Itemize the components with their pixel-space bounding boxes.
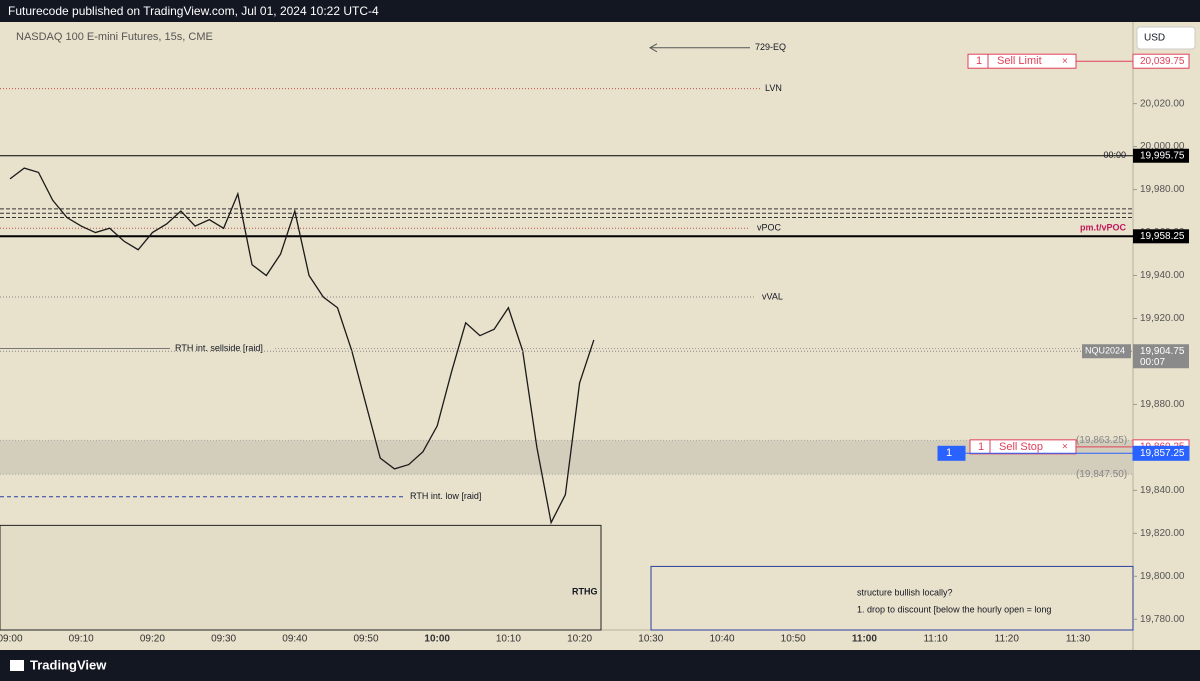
order-qty: 1 bbox=[978, 441, 984, 453]
x-tick-label: 09:40 bbox=[282, 634, 307, 645]
order-price-bg bbox=[1132, 53, 1190, 69]
zone-label: (19,847.50) bbox=[1076, 469, 1127, 480]
order-price-bg bbox=[1132, 445, 1190, 461]
y-tick-label: 19,780.00 bbox=[1140, 614, 1185, 625]
x-tick-label: 11:30 bbox=[1066, 634, 1091, 645]
last-price: 19,904.75 bbox=[1140, 346, 1185, 357]
annotation-label: vVAL bbox=[762, 291, 783, 301]
order-price: 20,039.75 bbox=[1140, 56, 1185, 67]
symbol-title: NASDAQ 100 E-mini Futures, 15s, CME bbox=[16, 31, 213, 43]
x-tick-label: 10:40 bbox=[709, 634, 734, 645]
symbol-bg bbox=[1082, 344, 1131, 359]
x-tick-label: 10:30 bbox=[638, 634, 663, 645]
currency: USD bbox=[1144, 33, 1165, 44]
x-tick-label: 11:20 bbox=[995, 634, 1020, 645]
annotation-label: RTH int. sellside [raid] bbox=[175, 343, 263, 353]
order-box[interactable] bbox=[969, 439, 1077, 455]
y-tick-label: 20,020.00 bbox=[1140, 98, 1185, 109]
order-box[interactable] bbox=[967, 53, 1077, 69]
y-tick-label: 19,980.00 bbox=[1140, 184, 1185, 195]
note-text: structure bullish locally? bbox=[857, 587, 953, 597]
price-tag: 19,995.75 bbox=[1140, 150, 1185, 161]
x-tick-label: 09:20 bbox=[140, 634, 165, 645]
order-close[interactable]: × bbox=[1062, 56, 1068, 67]
y-tick-label: 19,820.00 bbox=[1140, 528, 1185, 539]
currency-box[interactable] bbox=[1136, 26, 1196, 50]
order-box[interactable] bbox=[937, 445, 966, 461]
level-tag: 00:00 bbox=[1103, 150, 1126, 160]
y-tick-label: 19,920.00 bbox=[1140, 313, 1185, 324]
rthg-box bbox=[0, 524, 602, 631]
order-text: Sell Limit bbox=[997, 55, 1042, 67]
logo bbox=[10, 660, 24, 671]
price-tag: 19,958.25 bbox=[1140, 231, 1185, 242]
price-tag-bg bbox=[1133, 229, 1189, 244]
level-tag: pm.t/vPOC bbox=[1080, 223, 1127, 233]
y-tick-label: 19,880.00 bbox=[1140, 399, 1185, 410]
last-price-bg bbox=[1133, 344, 1189, 369]
zone-label: (19,863.25) bbox=[1076, 435, 1127, 446]
x-tick-label: 10:10 bbox=[496, 634, 521, 645]
order-text: Sell Stop bbox=[999, 441, 1043, 453]
y-tick-label: 20,000.00 bbox=[1140, 141, 1185, 152]
symbol: NQU2024 bbox=[1085, 346, 1125, 356]
annotation-label: LVN bbox=[765, 83, 782, 93]
x-tick-label: 09:10 bbox=[69, 634, 94, 645]
price-line bbox=[9, 167, 595, 525]
y-tick-label: 19,800.00 bbox=[1140, 571, 1185, 582]
footer: TradingView bbox=[30, 657, 107, 672]
order-close[interactable]: × bbox=[1062, 441, 1068, 452]
order-qty: 1 bbox=[976, 55, 982, 67]
x-tick-label: 11:10 bbox=[923, 634, 948, 645]
x-tick-label: 09:30 bbox=[211, 634, 236, 645]
x-tick-label: 10:20 bbox=[567, 634, 592, 645]
header-bar bbox=[0, 0, 1200, 22]
x-tick-label: 09:00 bbox=[0, 634, 23, 645]
x-tick-label: 11:00 bbox=[852, 634, 877, 645]
annotation-label: 729-EQ bbox=[755, 42, 786, 52]
annotation-label: RTH int. low [raid] bbox=[410, 491, 481, 501]
order-qty: 1 bbox=[946, 447, 952, 459]
header: Futurecode published on TradingView.com,… bbox=[8, 4, 379, 18]
annotation-label: vPOC bbox=[757, 223, 782, 233]
rthg-label: RTHG bbox=[572, 586, 598, 596]
x-tick-label: 09:50 bbox=[353, 634, 378, 645]
y-tick-label: 19,940.00 bbox=[1140, 270, 1185, 281]
countdown: 00:07 bbox=[1140, 357, 1165, 368]
price-tag-bg bbox=[1133, 148, 1189, 163]
order-price: 19,857.25 bbox=[1140, 448, 1185, 459]
note-box bbox=[650, 565, 1134, 631]
arrow-head bbox=[648, 43, 658, 53]
y-tick-label: 19,840.00 bbox=[1140, 485, 1185, 496]
x-tick-label: 10:00 bbox=[424, 634, 450, 645]
x-tick-label: 10:50 bbox=[781, 634, 806, 645]
note-text: 1. drop to discount [below the hourly op… bbox=[857, 604, 1051, 614]
